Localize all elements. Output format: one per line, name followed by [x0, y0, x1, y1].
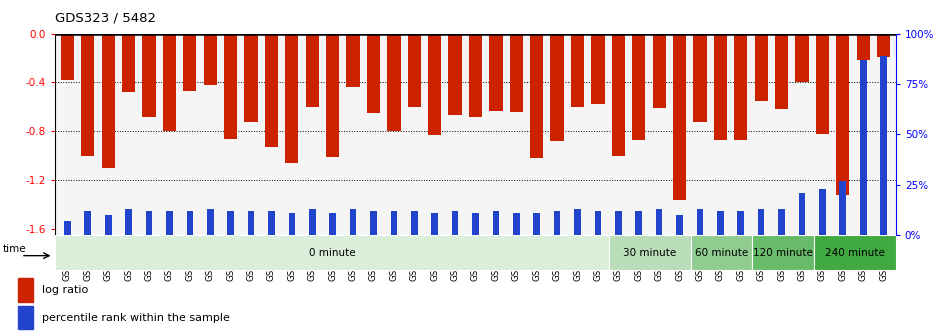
Bar: [449, 34, 462, 116]
Bar: [391, 211, 398, 235]
Bar: [697, 209, 704, 235]
Bar: [799, 193, 805, 235]
Bar: [224, 34, 237, 139]
Bar: [55, 235, 609, 270]
Bar: [81, 34, 94, 156]
Bar: [346, 34, 359, 87]
Bar: [452, 211, 458, 235]
Bar: [227, 211, 234, 235]
Bar: [432, 213, 438, 235]
Bar: [264, 34, 278, 147]
Bar: [305, 34, 319, 107]
Bar: [247, 211, 254, 235]
Bar: [18, 306, 33, 329]
Bar: [510, 34, 523, 112]
Bar: [656, 209, 663, 235]
Bar: [329, 213, 336, 235]
Bar: [752, 235, 814, 270]
Bar: [285, 34, 299, 163]
Text: 60 minute: 60 minute: [695, 248, 748, 258]
Bar: [513, 213, 519, 235]
Bar: [126, 209, 132, 235]
Bar: [85, 211, 91, 235]
Bar: [632, 34, 646, 140]
Bar: [102, 34, 115, 168]
Bar: [551, 34, 564, 141]
Bar: [244, 34, 258, 122]
Bar: [778, 209, 785, 235]
Bar: [309, 209, 316, 235]
Bar: [775, 34, 788, 109]
Bar: [717, 211, 724, 235]
Bar: [574, 209, 581, 235]
Bar: [288, 213, 295, 235]
Bar: [592, 34, 605, 104]
Bar: [690, 235, 752, 270]
Text: 240 minute: 240 minute: [825, 248, 884, 258]
Bar: [186, 211, 193, 235]
Bar: [814, 235, 896, 270]
Bar: [734, 34, 747, 140]
Bar: [714, 34, 727, 140]
Bar: [860, 60, 866, 235]
Bar: [61, 34, 74, 80]
Bar: [428, 34, 441, 135]
Bar: [493, 211, 499, 235]
Bar: [611, 34, 625, 156]
Bar: [367, 34, 380, 113]
Bar: [530, 34, 543, 158]
Bar: [857, 34, 870, 60]
Bar: [737, 211, 744, 235]
Bar: [553, 211, 560, 235]
Bar: [408, 34, 421, 107]
Bar: [816, 34, 829, 134]
Bar: [609, 235, 690, 270]
Text: 120 minute: 120 minute: [753, 248, 813, 258]
Bar: [615, 211, 622, 235]
Bar: [204, 34, 217, 85]
Bar: [350, 209, 357, 235]
Bar: [184, 34, 197, 91]
Bar: [207, 209, 214, 235]
Bar: [166, 211, 173, 235]
Bar: [163, 34, 176, 131]
Bar: [122, 34, 135, 92]
Bar: [268, 211, 275, 235]
Text: time: time: [3, 244, 27, 254]
Bar: [676, 215, 683, 235]
Bar: [840, 181, 846, 235]
Text: GDS323 / 5482: GDS323 / 5482: [55, 12, 156, 25]
Bar: [571, 34, 584, 107]
Bar: [836, 34, 849, 195]
Bar: [469, 34, 482, 117]
Bar: [758, 209, 765, 235]
Bar: [387, 34, 400, 131]
Bar: [105, 215, 111, 235]
Bar: [473, 213, 478, 235]
Bar: [881, 56, 887, 235]
Bar: [18, 278, 33, 302]
Text: percentile rank within the sample: percentile rank within the sample: [42, 313, 230, 323]
Bar: [652, 34, 666, 108]
Text: 0 minute: 0 minute: [309, 248, 356, 258]
Bar: [411, 211, 417, 235]
Bar: [754, 34, 767, 101]
Bar: [673, 34, 687, 200]
Text: 30 minute: 30 minute: [623, 248, 676, 258]
Bar: [489, 34, 502, 111]
Bar: [819, 189, 825, 235]
Bar: [795, 34, 808, 82]
Bar: [594, 211, 601, 235]
Bar: [326, 34, 340, 157]
Bar: [146, 211, 152, 235]
Text: log ratio: log ratio: [42, 285, 88, 295]
Bar: [370, 211, 377, 235]
Bar: [534, 213, 540, 235]
Bar: [635, 211, 642, 235]
Bar: [877, 34, 890, 57]
Bar: [143, 34, 156, 117]
Bar: [64, 221, 70, 235]
Bar: [693, 34, 707, 122]
